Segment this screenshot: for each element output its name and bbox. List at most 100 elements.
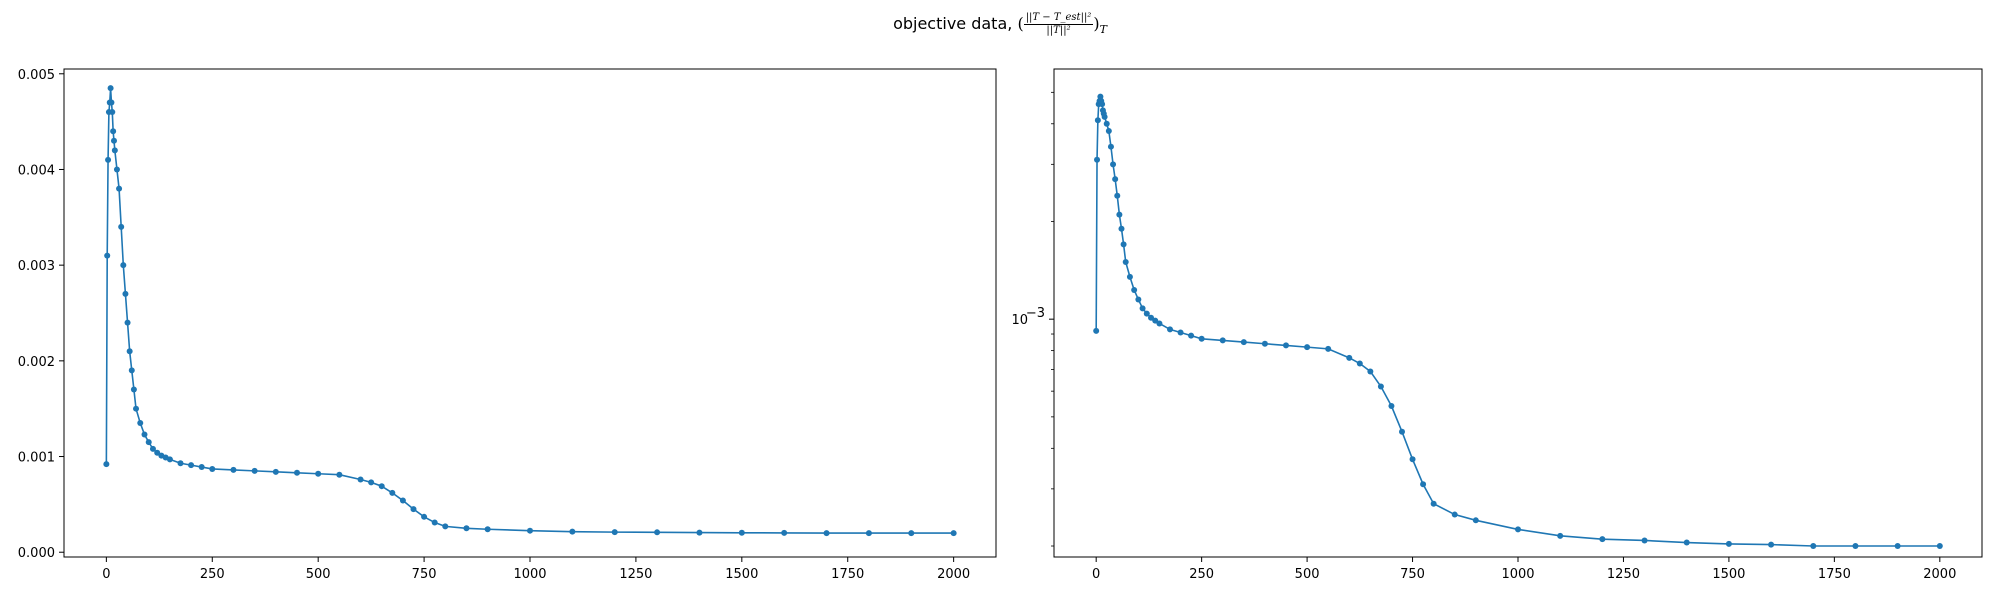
- data-point: [1683, 539, 1690, 546]
- x-tick-label: 1250: [1607, 567, 1640, 582]
- x-tick-label: 2000: [1923, 567, 1956, 582]
- data-point: [126, 348, 133, 355]
- y-tick-exponent: −3: [1026, 306, 1045, 321]
- data-point: [1283, 342, 1289, 349]
- data-point: [463, 525, 470, 532]
- data-point: [1325, 345, 1332, 352]
- x-tick-label: 750: [412, 567, 437, 582]
- series-line: [105, 88, 954, 534]
- data-point: [230, 466, 237, 473]
- data-point: [104, 252, 111, 259]
- data-point: [1093, 327, 1100, 334]
- x-tick-label: 1500: [1712, 567, 1745, 582]
- data-point: [569, 528, 576, 535]
- data-point: [130, 386, 137, 393]
- y-tick-label: 0.003: [18, 259, 55, 274]
- title-math-open: (: [1017, 14, 1024, 33]
- data-point: [1599, 536, 1606, 543]
- data-point: [120, 262, 127, 269]
- data-point: [105, 156, 112, 163]
- data-point: [1377, 383, 1384, 390]
- data-point: [1094, 156, 1101, 163]
- y-tick-label: 0.001: [18, 451, 55, 466]
- chart-2: 0 250 500 750 1000 1250 1500 1750 2000 −310: [1011, 68, 1983, 582]
- y-tick-label: 0.002: [18, 355, 55, 370]
- x-tick-label: 750: [1400, 567, 1425, 582]
- data-point: [177, 460, 184, 467]
- data-point: [166, 456, 173, 463]
- data-point: [154, 449, 161, 456]
- data-point: [1152, 317, 1159, 324]
- data-point: [1122, 259, 1129, 266]
- y-tick-label: 0.004: [18, 163, 55, 178]
- data-point: [1451, 511, 1458, 518]
- data-point: [122, 290, 129, 297]
- data-point: [1097, 93, 1104, 100]
- data-point: [116, 185, 123, 192]
- data-point: [1167, 326, 1173, 333]
- data-point: [124, 319, 131, 326]
- x-tick-label: 1000: [513, 567, 546, 582]
- data-point: [272, 468, 279, 475]
- plot-frame: [63, 68, 997, 558]
- data-point: [1116, 211, 1123, 218]
- x-tick-label: 1250: [619, 567, 652, 582]
- data-point: [1143, 310, 1150, 317]
- data-point: [1768, 541, 1775, 548]
- data-point: [1156, 320, 1163, 327]
- data-point: [1107, 143, 1114, 150]
- series-line: [1095, 96, 1940, 547]
- data-point: [145, 439, 152, 446]
- data-point: [198, 464, 205, 471]
- data-point: [378, 483, 385, 490]
- data-point: [149, 445, 156, 452]
- data-point: [1346, 354, 1353, 361]
- data-point: [1139, 305, 1146, 312]
- data-point: [110, 128, 117, 135]
- data-point: [188, 462, 195, 469]
- data-point: [1430, 500, 1437, 507]
- data-point: [1188, 332, 1195, 339]
- data-point: [1118, 225, 1125, 232]
- title-math-fraction: ||T − T_est||² ||T||²: [1023, 12, 1094, 37]
- data-point: [1126, 273, 1133, 280]
- x-tick-label: 250: [1189, 567, 1214, 582]
- data-point: [1135, 296, 1142, 303]
- data-point: [1103, 120, 1110, 127]
- data-point: [251, 467, 258, 474]
- data-point: [315, 470, 322, 477]
- data-point: [107, 85, 114, 92]
- data-point: [1101, 113, 1108, 120]
- x-tick-label: 0: [102, 567, 110, 582]
- x-tick-label: 250: [200, 567, 225, 582]
- data-point: [113, 166, 120, 173]
- data-point: [103, 461, 110, 468]
- data-point: [484, 526, 491, 533]
- data-point: [1388, 403, 1395, 410]
- data-point: [1177, 329, 1184, 336]
- data-point: [865, 530, 872, 537]
- data-point: [1557, 532, 1564, 539]
- data-point: [1198, 335, 1205, 342]
- plot-frame: [1053, 68, 1983, 558]
- data-point: [421, 513, 428, 520]
- data-point: [1105, 128, 1112, 135]
- y-tick-label: 10: [1011, 313, 1028, 328]
- data-point: [696, 529, 703, 536]
- data-point: [1641, 537, 1648, 544]
- y-tick-label: 0.005: [18, 68, 55, 83]
- data-point: [950, 530, 957, 537]
- data-point: [1094, 117, 1101, 124]
- data-point: [1304, 344, 1311, 351]
- title-math-subscript: T: [1099, 23, 1107, 36]
- data-point: [1852, 543, 1859, 550]
- x-tick-label: 1750: [1818, 567, 1851, 582]
- data-point: [1120, 241, 1127, 248]
- x-tick-label: 1750: [831, 567, 864, 582]
- y-tick-label: 0.000: [18, 546, 55, 561]
- data-point: [442, 523, 449, 530]
- data-point: [1112, 176, 1119, 183]
- x-tick-label: 500: [306, 567, 331, 582]
- data-point: [1114, 192, 1121, 199]
